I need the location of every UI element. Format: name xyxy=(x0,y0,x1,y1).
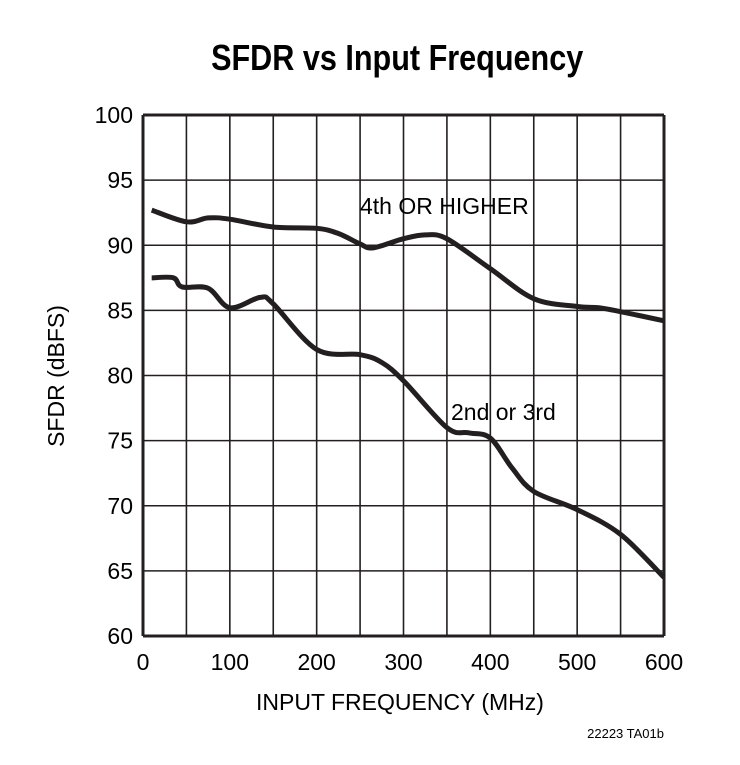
y-tick-label: 80 xyxy=(107,363,133,389)
y-tick-label: 70 xyxy=(107,493,133,519)
tick-labels: 0 100 200 300 400 500 600 60 65 70 75 80 85 90 95 100 xyxy=(95,102,684,675)
series-label-2nd-or-3rd: 2nd or 3rd xyxy=(451,399,556,425)
y-tick-label: 95 xyxy=(107,167,133,193)
x-tick-label: 100 xyxy=(211,649,249,675)
y-tick-label: 85 xyxy=(107,297,133,323)
x-tick-label: 200 xyxy=(297,649,335,675)
y-tick-label: 100 xyxy=(95,102,133,128)
x-tick-label: 300 xyxy=(384,649,422,675)
y-tick-label: 90 xyxy=(107,232,133,258)
chart-title: SFDR vs Input Frequency xyxy=(211,39,584,79)
x-tick-label: 600 xyxy=(645,649,683,675)
x-tick-label: 0 xyxy=(137,649,150,675)
x-tick-label: 400 xyxy=(471,649,509,675)
x-tick-label: 500 xyxy=(558,649,596,675)
series-line-4th-or-higher xyxy=(150,207,665,324)
y-axis-label: SFDR (dBFS) xyxy=(43,305,69,447)
y-tick-label: 75 xyxy=(107,428,133,454)
x-axis-label: INPUT FREQUENCY (MHz) xyxy=(256,689,544,715)
series-label-4th-or-higher: 4th OR HIGHER xyxy=(360,193,529,219)
series-line-2nd-or-3rd xyxy=(151,274,666,580)
grid xyxy=(141,113,666,638)
footnote: 22223 TA01b xyxy=(587,726,664,741)
y-tick-label: 60 xyxy=(107,623,133,649)
y-tick-label: 65 xyxy=(107,558,133,584)
series-lines xyxy=(150,207,666,580)
